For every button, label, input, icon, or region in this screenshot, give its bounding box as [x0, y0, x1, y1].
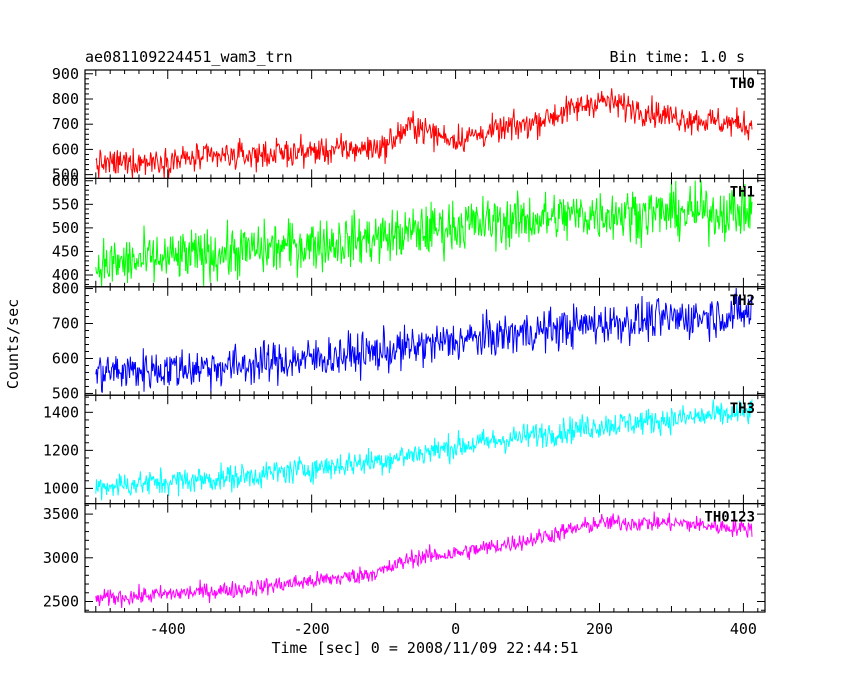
chart-subtitle: Bin time: 1.0 s: [610, 48, 745, 66]
y-tick-label: 700: [52, 115, 79, 133]
y-tick-label: 1000: [43, 479, 79, 497]
x-tick-label: 200: [586, 620, 613, 638]
y-tick-label: 900: [52, 65, 79, 83]
y-tick-label: 400: [52, 266, 79, 284]
y-tick-label: 700: [52, 315, 79, 333]
y-tick-label: 450: [52, 242, 79, 260]
x-tick-label: -200: [294, 620, 330, 638]
x-tick-label: -400: [150, 620, 186, 638]
y-tick-label: 3500: [43, 505, 79, 523]
y-tick-label: 500: [52, 219, 79, 237]
series-line-th3: [95, 399, 753, 501]
x-tick-label: 400: [730, 620, 757, 638]
y-tick-label: 500: [52, 166, 79, 184]
series-line-th0: [95, 88, 753, 179]
y-tick-label: 1200: [43, 441, 79, 459]
x-axis-label: Time [sec] 0 = 2008/11/09 22:44:51: [271, 639, 578, 657]
chart-title: ae081109224451_wam3_trn: [85, 48, 293, 66]
y-tick-label: 500: [52, 384, 79, 402]
panel-frame-th2: [84, 286, 766, 396]
panels-group: 500600700800900TH0400450500550600TH15006…: [43, 65, 766, 638]
y-tick-label: 800: [52, 280, 79, 298]
panel-label-th1: TH1: [730, 184, 755, 200]
y-axis-label: Counts/sec: [4, 299, 22, 389]
panel-label-th0: TH0: [730, 76, 755, 92]
series-line-th2: [95, 287, 753, 393]
panel-label-th0123: TH0123: [704, 510, 755, 526]
y-tick-label: 800: [52, 90, 79, 108]
y-tick-label: 600: [52, 140, 79, 158]
y-tick-label: 2500: [43, 593, 79, 611]
panel-label-th3: TH3: [730, 401, 755, 417]
y-tick-label: 1400: [43, 403, 79, 421]
y-tick-label: 550: [52, 195, 79, 213]
series-line-th1: [95, 178, 753, 287]
x-tick-label: 0: [451, 620, 460, 638]
y-tick-label: 600: [52, 349, 79, 367]
series-line-th0123: [95, 511, 753, 609]
panel-label-th2: TH2: [730, 293, 755, 309]
y-tick-label: 3000: [43, 549, 79, 567]
y-tick-label: 600: [52, 172, 79, 190]
